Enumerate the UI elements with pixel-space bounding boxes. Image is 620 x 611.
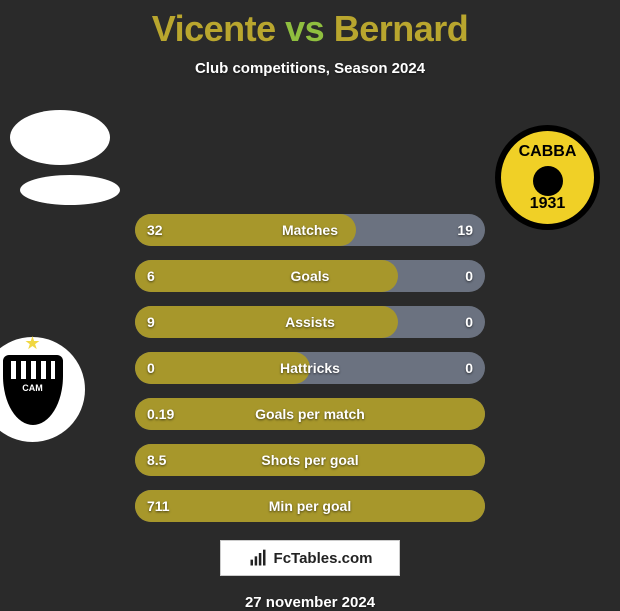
shield-stripes	[11, 361, 55, 379]
stat-value-left: 0	[147, 352, 155, 384]
player-b-avatar	[20, 175, 120, 205]
stat-value-right: 19	[457, 214, 473, 246]
stat-bar-left	[135, 214, 356, 246]
stat-value-left: 9	[147, 306, 155, 338]
stat-value-left: 711	[147, 490, 170, 522]
stat-value-left: 6	[147, 260, 155, 292]
soccer-ball-icon	[533, 166, 563, 196]
stat-row: 60Goals	[135, 260, 485, 292]
brand-badge[interactable]: FcTables.com	[220, 540, 400, 576]
page-title: Vicente vs Bernard	[0, 8, 620, 50]
stat-bar-left	[135, 260, 398, 292]
shield-icon: CAM	[3, 355, 63, 425]
stat-bar-left	[135, 444, 485, 476]
stat-row: 3219Matches	[135, 214, 485, 246]
cam-label: CAM	[22, 383, 43, 393]
stat-row: 0.19Goals per match	[135, 398, 485, 430]
stat-value-right: 0	[465, 352, 473, 384]
stat-bar-left	[135, 306, 398, 338]
stat-bar-left	[135, 398, 485, 430]
club-logo-cam: ★ CAM	[0, 337, 85, 442]
stat-row: 90Assists	[135, 306, 485, 338]
stat-value-right: 0	[465, 260, 473, 292]
stat-bar-left	[135, 490, 485, 522]
player-a-avatar	[10, 110, 110, 165]
stat-value-left: 0.19	[147, 398, 174, 430]
stat-value-left: 32	[147, 214, 163, 246]
player-a-name: Vicente	[152, 8, 276, 49]
stat-row: 711Min per goal	[135, 490, 485, 522]
cabba-year: 1931	[530, 195, 566, 213]
star-icon: ★	[24, 333, 40, 354]
subtitle: Club competitions, Season 2024	[0, 60, 620, 77]
vs-text: vs	[285, 8, 324, 49]
stat-row: 00Hattricks	[135, 352, 485, 384]
stat-value-left: 8.5	[147, 444, 166, 476]
player-b-name: Bernard	[334, 8, 469, 49]
footer-date: 27 november 2024	[0, 594, 620, 611]
stat-value-right: 0	[465, 306, 473, 338]
club-logo-cabba: CABBA 1931	[495, 125, 600, 230]
brand-text: FcTables.com	[274, 550, 373, 567]
cabba-label: CABBA	[519, 143, 577, 161]
comparison-card: Vicente vs Bernard Club competitions, Se…	[0, 0, 620, 580]
stat-row: 8.5Shots per goal	[135, 444, 485, 476]
stats-panel: 3219Matches60Goals90Assists00Hattricks0.…	[135, 214, 485, 522]
chart-icon	[248, 548, 268, 568]
stat-bar-left	[135, 352, 310, 384]
